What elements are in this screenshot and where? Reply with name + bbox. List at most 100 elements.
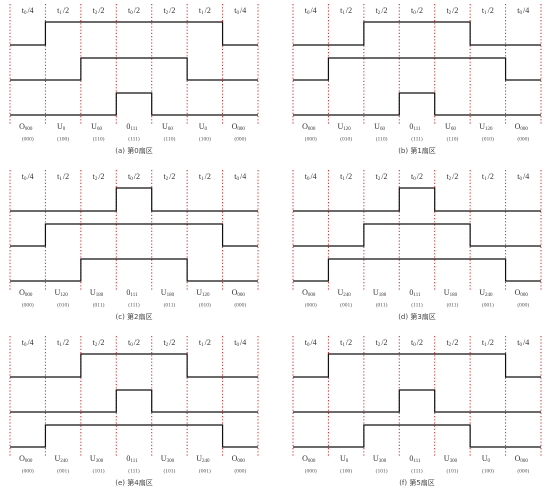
vector-base: U	[444, 288, 450, 297]
vector-label: U0	[340, 454, 349, 464]
vector-sub: 0	[204, 127, 207, 132]
code-label: (110)	[93, 135, 105, 142]
code-label: (110)	[164, 135, 176, 142]
label-base: t	[305, 338, 308, 347]
interval-label: t0/4	[517, 6, 529, 16]
interval-label: t0/4	[22, 338, 34, 348]
vector-base: U	[445, 122, 451, 131]
label-tail: /2	[488, 172, 494, 181]
vector-base: O	[19, 454, 25, 463]
waveform	[293, 21, 541, 46]
vector-label: U120	[479, 122, 493, 132]
vector-label: 0111	[409, 122, 421, 132]
vector-label: U180	[373, 288, 387, 298]
interval-label: t1/2	[482, 6, 494, 16]
label-sub: 1	[342, 177, 345, 182]
interval-label: t0/2	[128, 172, 140, 182]
caption: (c) 第2扇区	[116, 312, 153, 321]
vector-sub: 180	[450, 293, 458, 298]
label-sub: 0	[520, 343, 523, 348]
label-tail: /2	[205, 338, 211, 347]
panel: t0/4 t1/2 t2/2 t0/2 t2/2 t1/2 t0/4O000(000)U24…	[292, 170, 542, 321]
interval-label: t1/2	[482, 172, 494, 182]
label-tail: /2	[452, 172, 458, 181]
label-sub: 2	[449, 177, 452, 182]
label-base: t	[411, 338, 414, 347]
vector-label: U240	[479, 288, 493, 298]
code-label: (011)	[93, 301, 105, 308]
vector-label: U60	[374, 122, 385, 132]
label-base: t	[517, 6, 520, 15]
label-tail: /2	[205, 172, 211, 181]
label-base: t	[482, 172, 485, 181]
label-tail: /4	[310, 338, 316, 347]
vector-sub: 000	[308, 127, 316, 132]
label-sub: 0	[24, 177, 27, 182]
vector-base: U	[444, 454, 450, 463]
code-label: (011)	[164, 301, 176, 308]
label-tail: /2	[452, 338, 458, 347]
label-base: t	[517, 172, 520, 181]
vector-base: 0	[409, 288, 413, 297]
vector-base: O	[232, 454, 238, 463]
vector-base: U	[479, 288, 485, 297]
interval-label: t2/2	[446, 338, 458, 348]
vector-label: O000	[232, 454, 246, 464]
label-base: t	[482, 338, 485, 347]
vector-sub: 000	[308, 293, 316, 298]
vector-label: U180	[444, 288, 458, 298]
vector-base: U	[57, 122, 63, 131]
vector-sub: 60	[380, 127, 386, 132]
vector-sub: 000	[237, 459, 245, 464]
label-base: t	[446, 172, 449, 181]
vector-base: O	[302, 288, 308, 297]
vector-base: O	[515, 454, 521, 463]
waveform	[293, 92, 541, 116]
label-tail: /2	[381, 172, 387, 181]
label-tail: /4	[240, 172, 246, 181]
interval-label: t2/2	[376, 338, 388, 348]
vector-label: O000	[19, 288, 33, 298]
label-sub: 1	[201, 11, 204, 16]
interval-label: t2/2	[376, 172, 388, 182]
interval-label: t0/4	[517, 172, 529, 182]
code-label: (011)	[447, 301, 459, 308]
panel: t0/4 t1/2 t2/2 t0/2 t2/2 t1/2 t0/4O000(000)U0(…	[9, 4, 259, 155]
label-base: t	[340, 338, 343, 347]
code-label: (111)	[411, 301, 423, 308]
vector-sub: 111	[413, 293, 421, 298]
label-base: t	[446, 338, 449, 347]
label-tail: /2	[169, 6, 175, 15]
label-base: t	[199, 6, 202, 15]
caption: (d) 第3扇区	[398, 312, 436, 321]
vector-sub: 60	[451, 127, 457, 132]
label-sub: 0	[130, 177, 133, 182]
label-base: t	[128, 6, 131, 15]
code-label: (000)	[517, 135, 529, 142]
waveform	[10, 424, 258, 448]
vector-label: O000	[515, 454, 529, 464]
vector-base: U	[482, 454, 488, 463]
interval-label: t1/2	[57, 338, 69, 348]
label-base: t	[57, 6, 60, 15]
vector-base: U	[161, 288, 167, 297]
waveform	[10, 57, 258, 81]
interval-label: t1/2	[57, 172, 69, 182]
vector-base: 0	[409, 454, 413, 463]
label-tail: /2	[346, 172, 352, 181]
interval-label: t2/2	[93, 172, 105, 182]
label-tail: /4	[27, 6, 33, 15]
vector-base: 0	[126, 454, 130, 463]
label-tail: /2	[452, 6, 458, 15]
interval-label: t0/2	[411, 338, 423, 348]
vector-sub: 300	[167, 459, 175, 464]
vector-base: U	[373, 454, 379, 463]
vector-base: O	[19, 122, 25, 131]
vector-label: U300	[444, 454, 458, 464]
label-sub: 1	[342, 11, 345, 16]
vector-base: U	[338, 122, 344, 131]
vector-base: 0	[126, 122, 130, 131]
code-label: (111)	[128, 135, 140, 142]
label-sub: 2	[378, 177, 381, 182]
